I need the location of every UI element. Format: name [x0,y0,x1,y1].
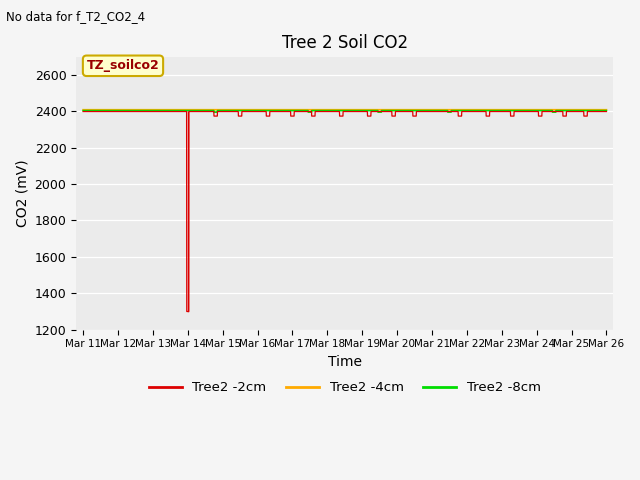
Tree2 -8cm [79,108,87,113]
Legend: Tree2 -2cm, Tree2 -4cm, Tree2 -8cm: Tree2 -2cm, Tree2 -4cm, Tree2 -8cm [143,376,546,400]
Tree2 -8cm [536,108,544,113]
Tree2 -2cm [303,108,310,114]
Tree2 -2cm [183,309,191,314]
Tree2 -4cm [592,107,600,113]
Tree2 -2cm [536,113,544,119]
Tree2 -8cm [593,108,600,113]
Tree2 -8cm [170,108,178,113]
Tree2 -2cm [280,108,288,114]
Text: TZ_soilco2: TZ_soilco2 [86,60,159,72]
Line: Tree2 -2cm: Tree2 -2cm [83,111,607,312]
Tree2 -4cm [303,107,310,113]
Tree2 -4cm [280,107,287,113]
Tree2 -2cm [170,108,178,114]
Tree2 -8cm [603,108,611,113]
Tree2 -2cm [79,108,87,114]
Text: No data for f_T2_CO2_4: No data for f_T2_CO2_4 [6,10,145,23]
Tree2 -4cm [603,107,611,113]
Tree2 -4cm [79,107,87,113]
Tree2 -8cm [210,109,218,115]
Tree2 -8cm [139,108,147,113]
Tree2 -8cm [303,108,310,113]
Tree2 -4cm [139,107,147,113]
Tree2 -4cm [536,107,543,113]
Line: Tree2 -8cm: Tree2 -8cm [83,110,607,112]
Title: Tree 2 Soil CO2: Tree 2 Soil CO2 [282,34,408,52]
X-axis label: Time: Time [328,355,362,369]
Tree2 -8cm [280,108,288,113]
Y-axis label: CO2 (mV): CO2 (mV) [15,159,29,227]
Tree2 -2cm [593,108,600,114]
Tree2 -2cm [139,108,147,114]
Tree2 -2cm [603,108,611,114]
Tree2 -4cm [170,107,178,113]
